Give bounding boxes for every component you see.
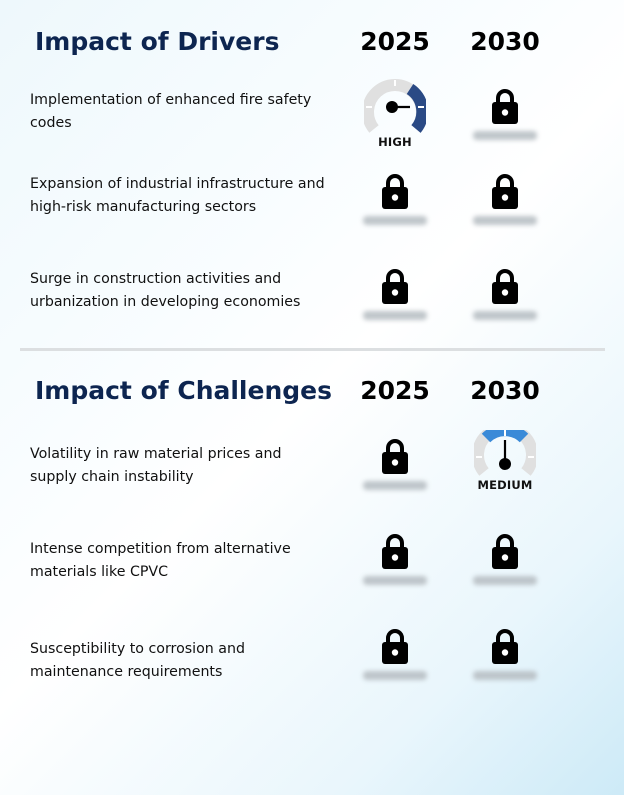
driver-label: Surge in construction activities and urb… xyxy=(30,271,301,310)
drivers-title: Impact of Drivers xyxy=(35,27,280,56)
gauge-high: HIGH xyxy=(345,79,445,149)
blurred-value xyxy=(363,311,427,320)
lock-icon xyxy=(381,172,409,210)
blurred-value xyxy=(363,481,427,490)
driver-label: Expansion of industrial infrastructure a… xyxy=(30,176,325,215)
locked-cell[interactable] xyxy=(455,267,555,320)
locked-cell[interactable] xyxy=(345,532,445,585)
challenge-label: Volatility in raw material prices and su… xyxy=(30,446,282,485)
challenge-label: Susceptibility to corrosion and maintena… xyxy=(30,641,245,680)
gauge-level-label: MEDIUM xyxy=(477,478,533,492)
challenge-label: Intense competition from alternative mat… xyxy=(30,541,291,580)
lock-icon xyxy=(491,267,519,305)
locked-cell[interactable] xyxy=(455,627,555,680)
challenge-row: Intense competition from alternative mat… xyxy=(0,532,624,612)
blurred-value xyxy=(473,131,537,140)
drivers-year-2030: 2030 xyxy=(470,27,540,56)
lock-icon xyxy=(491,532,519,570)
lock-icon xyxy=(381,627,409,665)
lock-icon xyxy=(491,172,519,210)
locked-cell[interactable] xyxy=(345,627,445,680)
blurred-value xyxy=(473,576,537,585)
lock-icon xyxy=(491,87,519,125)
challenges-year-2025: 2025 xyxy=(360,376,430,405)
locked-cell[interactable] xyxy=(455,87,555,140)
gauge-icon xyxy=(364,79,426,133)
locked-cell[interactable] xyxy=(455,532,555,585)
challenge-row: Susceptibility to corrosion and maintena… xyxy=(0,627,624,707)
challenge-row: Volatility in raw material prices and su… xyxy=(0,430,624,517)
blurred-value xyxy=(363,576,427,585)
lock-icon xyxy=(381,532,409,570)
blurred-value xyxy=(473,311,537,320)
section-divider xyxy=(20,348,605,351)
blurred-value xyxy=(473,671,537,680)
locked-cell[interactable] xyxy=(345,172,445,225)
driver-row: Implementation of enhanced fire safety c… xyxy=(0,79,624,165)
challenges-title: Impact of Challenges xyxy=(35,376,332,405)
driver-label: Implementation of enhanced fire safety c… xyxy=(30,92,312,131)
locked-cell[interactable] xyxy=(455,172,555,225)
blurred-value xyxy=(363,671,427,680)
lock-icon xyxy=(491,627,519,665)
lock-icon xyxy=(381,437,409,475)
locked-cell[interactable] xyxy=(345,267,445,320)
drivers-year-2025: 2025 xyxy=(360,27,430,56)
challenges-year-2030: 2030 xyxy=(470,376,540,405)
lock-icon xyxy=(381,267,409,305)
blurred-value xyxy=(473,216,537,225)
gauge-icon xyxy=(474,430,536,476)
driver-row: Surge in construction activities and urb… xyxy=(0,267,624,347)
driver-row: Expansion of industrial infrastructure a… xyxy=(0,172,624,252)
gauge-medium: MEDIUM xyxy=(455,430,555,492)
blurred-value xyxy=(363,216,427,225)
gauge-level-label: HIGH xyxy=(378,135,412,149)
locked-cell[interactable] xyxy=(345,437,445,490)
